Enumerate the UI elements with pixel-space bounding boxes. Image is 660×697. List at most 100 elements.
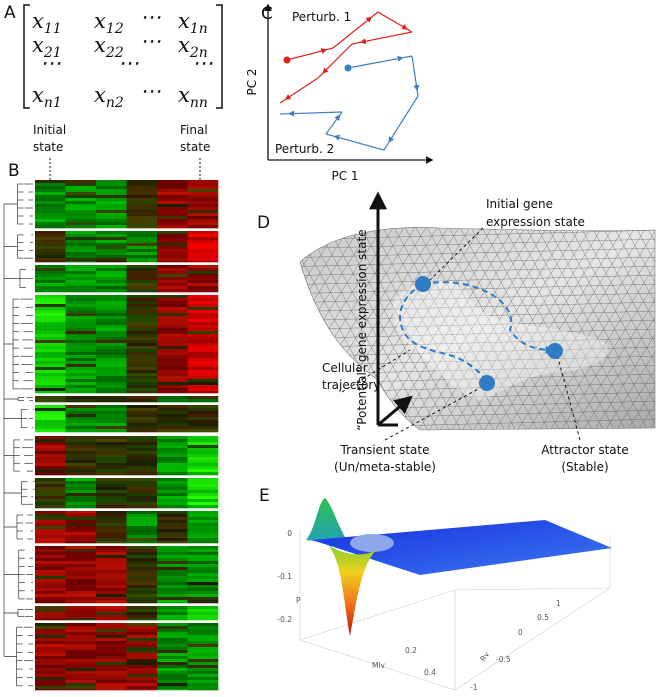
heatmap-cell [35, 261, 66, 263]
heatmap-cell [126, 319, 158, 323]
heatmap-cell [96, 588, 127, 592]
heatmap-cell [157, 511, 188, 515]
heatmap-cell [157, 591, 188, 595]
heatmap-cell [157, 322, 188, 326]
heatmap-cell [187, 271, 219, 275]
heatmap-cell [65, 414, 97, 418]
heatmap-cell [157, 328, 188, 332]
heatmap-cell [65, 316, 97, 320]
heatmap-cell [126, 216, 158, 220]
heatmap-cell [96, 331, 127, 335]
mesh-line [609, 227, 655, 430]
heatmap-cell [65, 216, 97, 220]
heatmap-cell [126, 541, 158, 544]
perturb2-step [402, 55, 413, 59]
heatmap-cell [35, 405, 66, 409]
heatmap-cell [65, 570, 97, 574]
heatmap-cell [157, 505, 188, 509]
heatmap-cell [35, 647, 66, 651]
heatmap-cell [187, 186, 219, 190]
heatmap-cell [187, 343, 219, 347]
heatmap-cell [35, 674, 66, 678]
heatmap-cell [65, 286, 97, 290]
matrix-entry: x2n [178, 33, 208, 61]
matrix-base: x [94, 9, 106, 33]
green-peak [306, 498, 350, 545]
heatmap-cell [157, 180, 188, 184]
heatmap-cell [96, 222, 127, 226]
heatmap-cell [96, 555, 127, 559]
heatmap-cell [35, 451, 66, 455]
heatmap-cell [126, 225, 158, 229]
heatmap-cell [65, 653, 97, 657]
heatmap-cell [35, 388, 66, 392]
heatmap-cell [96, 180, 127, 184]
heatmap-cell [126, 379, 158, 383]
heatmap-cell [96, 283, 127, 287]
heatmap-cell [157, 316, 188, 320]
heatmap-cell [157, 382, 188, 386]
heatmap-cell [187, 600, 219, 604]
heatmap-cell [96, 502, 127, 506]
heatmap-cell [65, 668, 97, 672]
heatmap-cell [65, 376, 97, 380]
heatmap-cell [96, 629, 127, 633]
heatmap-cell [35, 650, 66, 654]
heatmap-cell [65, 252, 97, 256]
heatmap-cell [187, 451, 219, 455]
heatmap-cell [126, 213, 158, 217]
heatmap-cell [187, 192, 219, 196]
mesh-line [300, 292, 655, 304]
heatmap-cell [35, 535, 66, 539]
heatmap-cell [187, 618, 219, 621]
heatmap-cell [157, 502, 188, 506]
heatmap-cell [65, 243, 97, 247]
heatmap-cell [157, 358, 188, 362]
heatmap-cell [65, 502, 97, 506]
mesh-line [510, 227, 652, 430]
heatmap-cell [65, 505, 97, 509]
label: Initial [33, 123, 66, 137]
heatmap-cell [65, 274, 97, 278]
heatmap-cell [157, 588, 188, 592]
heatmap-cell [126, 653, 158, 657]
mesh-line [300, 256, 655, 268]
heatmap-cell [35, 207, 66, 211]
label: (Stable) [561, 460, 608, 474]
heatmap-cell [35, 511, 66, 515]
heatmap-cell [187, 436, 219, 440]
heatmap-cell [187, 466, 219, 470]
heatmap-cell [157, 411, 188, 415]
heatmap-cell [96, 225, 127, 229]
heatmap-cell [96, 615, 127, 619]
matrix-entry: x11 [32, 9, 62, 37]
heatmap-cell [187, 529, 219, 533]
heatmap-cell [126, 442, 158, 446]
heatmap-cell [126, 313, 158, 317]
heatmap-cell [157, 225, 188, 229]
heatmap-cell [187, 656, 219, 660]
heatmap-cell [126, 570, 158, 574]
heatmap-cell [35, 423, 66, 427]
heatmap-cell [65, 457, 97, 461]
heatmap-cell [65, 423, 97, 427]
heatmap-cell [157, 561, 188, 565]
mesh-line [323, 227, 445, 430]
heatmap-cell [126, 343, 158, 347]
label: ⋯ [140, 79, 161, 103]
heatmap-cell [187, 606, 219, 610]
heatmap-cell [65, 391, 97, 394]
heatmap-cell [126, 618, 158, 621]
label: 0.4 [424, 668, 436, 677]
heatmap-cell [65, 618, 97, 621]
heatmap-cell [187, 514, 219, 518]
heatmap-cell [187, 219, 219, 223]
heatmap-cell [35, 499, 66, 503]
heatmap-cell [96, 573, 127, 577]
heatmap-cell [187, 316, 219, 320]
heatmap-cell [96, 322, 127, 326]
heatmap-cell [96, 442, 127, 446]
dendro-stem [4, 515, 18, 539]
mesh-line [280, 68, 660, 78]
heatmap-cell [96, 460, 127, 464]
